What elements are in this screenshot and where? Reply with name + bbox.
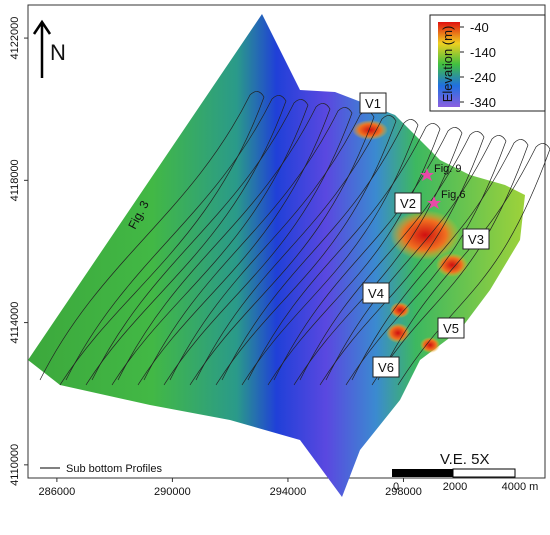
colorbar-tick-label: -140 bbox=[470, 45, 496, 60]
profile-line bbox=[247, 123, 441, 386]
north-label: N bbox=[50, 40, 66, 65]
volcano-label-box bbox=[372, 356, 400, 378]
colorbar-tick-label: -340 bbox=[470, 95, 496, 110]
volcano bbox=[352, 120, 388, 140]
profile-line bbox=[39, 91, 265, 386]
scale-bar bbox=[392, 469, 453, 477]
colorbar-title: Elevation (m) bbox=[440, 26, 455, 103]
scale-label: 0 bbox=[393, 481, 399, 493]
profile-line bbox=[91, 99, 309, 386]
profile-line bbox=[221, 119, 419, 386]
bathymetry bbox=[28, 14, 525, 497]
marker-star bbox=[420, 168, 434, 181]
vertical-exaggeration: V.E. 5X bbox=[440, 451, 489, 468]
volcano-label: V4 bbox=[368, 286, 384, 301]
profile-line bbox=[325, 135, 507, 386]
volcano-label-box bbox=[362, 282, 390, 304]
colorbar-tick-label: -40 bbox=[470, 20, 489, 35]
legend-label: Sub bottom Profiles bbox=[66, 463, 162, 475]
profile-line bbox=[65, 95, 287, 386]
volcano bbox=[436, 253, 468, 277]
volcano-label-box bbox=[462, 228, 490, 250]
figure-marker: Fig.6 bbox=[441, 189, 465, 201]
x-tick-label: 298000 bbox=[385, 486, 422, 498]
volcano-label: V6 bbox=[378, 360, 394, 375]
colorbar bbox=[438, 22, 460, 107]
volcano-label-box bbox=[394, 192, 422, 214]
volcano bbox=[386, 323, 410, 343]
volcano-label: V5 bbox=[443, 321, 459, 336]
y-tick-label: 4110000 bbox=[9, 444, 21, 486]
profile-line bbox=[117, 103, 331, 386]
volcano-label: V1 bbox=[365, 96, 381, 111]
profile-line bbox=[195, 115, 397, 386]
y-tick-label: 4122000 bbox=[9, 17, 21, 60]
volcano bbox=[420, 337, 440, 353]
volcano bbox=[390, 302, 410, 318]
north-arrow bbox=[32, 19, 52, 78]
scale-label: 2000 bbox=[443, 481, 467, 493]
profile-line bbox=[377, 143, 550, 386]
y-tick-label: 4114000 bbox=[9, 302, 21, 344]
volcano-label: V3 bbox=[468, 232, 484, 247]
profile-line bbox=[351, 139, 529, 386]
volcano-label: V2 bbox=[400, 196, 416, 211]
figure-marker: Fig. 9 bbox=[434, 163, 462, 175]
x-tick-label: 294000 bbox=[270, 486, 307, 498]
volcano bbox=[390, 210, 460, 260]
x-tick-label: 290000 bbox=[154, 486, 191, 498]
volcano-label-box bbox=[437, 317, 465, 339]
profile-line bbox=[143, 107, 353, 386]
colorbar-tick-label: -240 bbox=[470, 70, 496, 85]
scale-bar bbox=[452, 468, 516, 478]
marker-star bbox=[427, 196, 441, 209]
scale-label: 4000 m bbox=[502, 481, 539, 493]
x-tick-label: 286000 bbox=[39, 486, 76, 498]
y-tick-label: 4118000 bbox=[9, 159, 21, 201]
volcano-label-box bbox=[359, 92, 387, 114]
